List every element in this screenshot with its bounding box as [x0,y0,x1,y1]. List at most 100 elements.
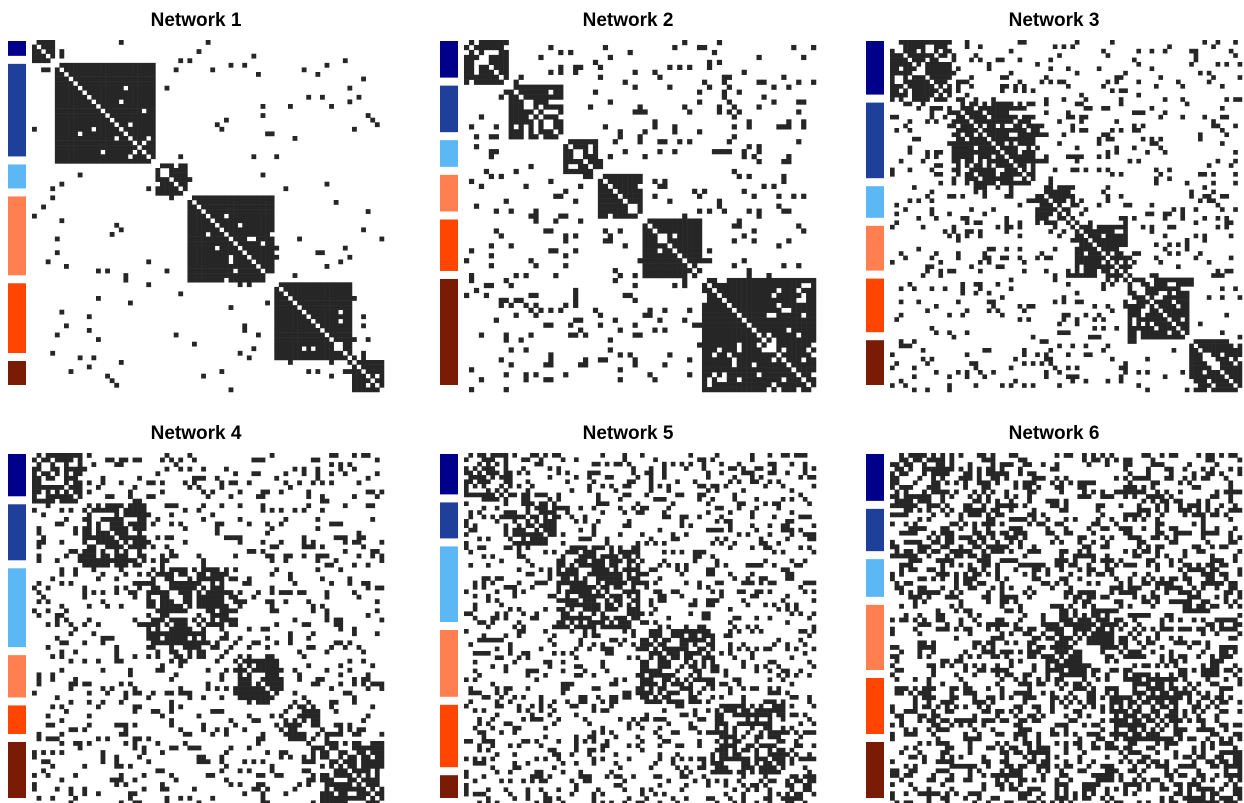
adjacency-cell [1224,361,1230,366]
adjacency-cell [806,367,812,373]
adjacency-cell [96,72,101,77]
adjacency-cell [333,328,339,333]
adjacency-cell [233,195,238,201]
adjacency-cell [1158,75,1164,80]
adjacency-cell [137,113,142,118]
adjacency-cell [347,346,353,352]
adjacency-cell [929,286,935,292]
adjacency-cell [543,228,549,234]
adjacency-cell [498,44,504,51]
adjacency-cell [105,154,110,160]
adjacency-cell [77,489,83,495]
adjacency-cell [920,53,926,58]
adjacency-cell [361,227,366,233]
adjacency-cell [347,99,353,105]
adjacency-cell [920,224,926,230]
adjacency-cell [776,372,782,378]
adjacency-cell [991,167,996,173]
adjacency-cell [1008,176,1014,182]
adjacency-cell [1044,370,1049,375]
adjacency-cell [964,216,970,221]
adjacency-cell [73,681,78,687]
adjacency-cell [1026,198,1032,204]
adjacency-cell [260,172,266,178]
adjacency-cell [77,553,83,559]
adjacency-cell [86,62,92,68]
adjacency-cell [338,314,344,320]
adjacency-cell [1114,233,1120,239]
adjacency-cell [756,347,762,353]
adjacency-cell [811,79,817,85]
adjacency-cell [196,590,202,595]
adjacency-cell [237,489,243,495]
adjacency-cell [82,131,88,137]
adjacency-cell [146,90,152,96]
adjacency-cell [960,79,966,85]
adjacency-cell [320,332,325,338]
adjacency-cell [178,181,184,187]
adjacency-cell [602,208,609,214]
adjacency-cell [1127,321,1133,327]
adjacency-cell [1096,154,1102,160]
adjacency-cell [274,640,280,646]
adjacency-cell [150,149,156,155]
adjacency-cell [105,635,110,641]
adjacency-cell [237,273,243,278]
adjacency-cell [632,188,638,194]
adjacency-cell [746,297,752,304]
adjacency-cell [242,599,248,605]
adjacency-cell [1132,277,1137,283]
adjacency-cell [947,194,952,199]
adjacency-cell [960,286,966,292]
adjacency-cell [602,198,609,204]
adjacency-cell [82,590,88,595]
adjacency-cell [1079,114,1084,120]
adjacency-cell [1030,167,1036,173]
adjacency-cell [45,498,51,504]
adjacency-cell [1101,242,1106,248]
adjacency-cell [1162,277,1168,283]
adjacency-cell [219,236,225,242]
adjacency-cell [146,140,152,146]
adjacency-cell [306,305,312,310]
adjacency-cell [721,312,728,318]
adjacency-cell [741,287,747,294]
adjacency-cell [498,49,504,56]
adjacency-cell [228,204,234,210]
adjacency-cell [898,158,904,164]
adjacency-cell [141,558,147,563]
adjacency-cell [196,649,202,655]
adjacency-cell [786,387,792,393]
adjacency-cell [786,287,792,294]
adjacency-cell [969,114,974,120]
adjacency-cell [160,181,165,187]
adjacency-cell [109,635,115,641]
adjacency-cell [1127,312,1133,318]
adjacency-cell [96,113,101,118]
adjacency-cell [523,183,529,189]
adjacency-cell [907,145,913,151]
adjacency-cell [1233,158,1238,164]
adjacency-cell [105,158,110,164]
adjacency-cell [701,312,708,318]
adjacency-cell [701,377,708,383]
adjacency-cell [269,264,275,269]
adjacency-cell [96,268,101,274]
adjacency-cell [1118,101,1124,107]
adjacency-cell [333,323,339,329]
adjacency-cell [219,200,225,205]
adjacency-cell [123,136,129,141]
adjacency-cell [114,382,120,388]
adjacency-cell [483,69,490,75]
adjacency-cell [766,302,772,308]
adjacency-cell [912,79,917,85]
adjacency-cell [1215,378,1221,384]
adjacency-cell [726,99,732,105]
adjacency-cell [150,81,156,86]
adjacency-cell [1013,136,1018,142]
adjacency-cell [938,150,944,155]
adjacency-cell [508,134,514,140]
adjacency-cell [283,341,289,347]
adjacency-cell [578,168,584,175]
adjacency-cell [894,57,900,63]
